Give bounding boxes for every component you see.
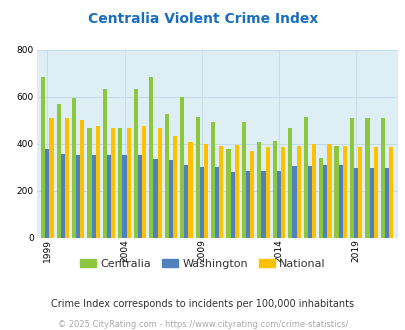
- Bar: [388, 147, 392, 238]
- Bar: [41, 77, 45, 238]
- Bar: [307, 166, 311, 238]
- Text: Centralia Violent Crime Index: Centralia Violent Crime Index: [87, 12, 318, 25]
- Text: © 2025 CityRating.com - https://www.cityrating.com/crime-statistics/: © 2025 CityRating.com - https://www.city…: [58, 320, 347, 329]
- Bar: [72, 98, 76, 238]
- Bar: [173, 137, 177, 238]
- Bar: [276, 171, 280, 238]
- Text: Crime Index corresponds to incidents per 100,000 inhabitants: Crime Index corresponds to incidents per…: [51, 299, 354, 309]
- Bar: [184, 165, 188, 238]
- Bar: [215, 167, 219, 238]
- Bar: [153, 159, 157, 238]
- Bar: [261, 171, 265, 238]
- Bar: [234, 145, 238, 238]
- Bar: [45, 149, 49, 238]
- Bar: [349, 118, 353, 238]
- Bar: [107, 155, 111, 238]
- Bar: [164, 114, 168, 238]
- Bar: [357, 147, 362, 238]
- Bar: [118, 128, 122, 238]
- Bar: [369, 168, 373, 238]
- Bar: [195, 116, 199, 238]
- Legend: Centralia, Washington, National: Centralia, Washington, National: [76, 254, 329, 273]
- Bar: [342, 146, 346, 238]
- Bar: [56, 104, 61, 238]
- Bar: [102, 89, 107, 238]
- Bar: [384, 168, 388, 238]
- Bar: [334, 146, 338, 238]
- Bar: [87, 128, 92, 238]
- Bar: [373, 147, 377, 238]
- Bar: [303, 116, 307, 238]
- Bar: [296, 146, 300, 238]
- Bar: [149, 77, 153, 238]
- Bar: [280, 147, 285, 238]
- Bar: [188, 142, 192, 238]
- Bar: [142, 126, 146, 238]
- Bar: [311, 144, 315, 238]
- Bar: [122, 155, 126, 238]
- Bar: [199, 167, 203, 238]
- Bar: [96, 126, 100, 238]
- Bar: [92, 155, 96, 238]
- Bar: [80, 120, 84, 238]
- Bar: [265, 147, 269, 238]
- Bar: [245, 171, 249, 238]
- Bar: [288, 128, 292, 238]
- Bar: [211, 122, 215, 238]
- Bar: [65, 118, 69, 238]
- Bar: [138, 155, 142, 238]
- Bar: [219, 146, 223, 238]
- Bar: [111, 128, 115, 238]
- Bar: [157, 128, 161, 238]
- Bar: [272, 141, 276, 238]
- Bar: [338, 165, 342, 238]
- Bar: [318, 158, 322, 238]
- Bar: [257, 142, 261, 238]
- Bar: [292, 166, 296, 238]
- Bar: [326, 144, 331, 238]
- Bar: [380, 118, 384, 238]
- Bar: [168, 160, 173, 238]
- Bar: [241, 122, 245, 238]
- Bar: [126, 128, 130, 238]
- Bar: [353, 168, 357, 238]
- Bar: [322, 165, 326, 238]
- Bar: [249, 150, 254, 238]
- Bar: [364, 118, 369, 238]
- Bar: [230, 172, 234, 238]
- Bar: [180, 96, 184, 238]
- Bar: [133, 89, 138, 238]
- Bar: [61, 154, 65, 238]
- Bar: [203, 144, 207, 238]
- Bar: [226, 149, 230, 238]
- Bar: [76, 155, 80, 238]
- Bar: [49, 118, 53, 238]
